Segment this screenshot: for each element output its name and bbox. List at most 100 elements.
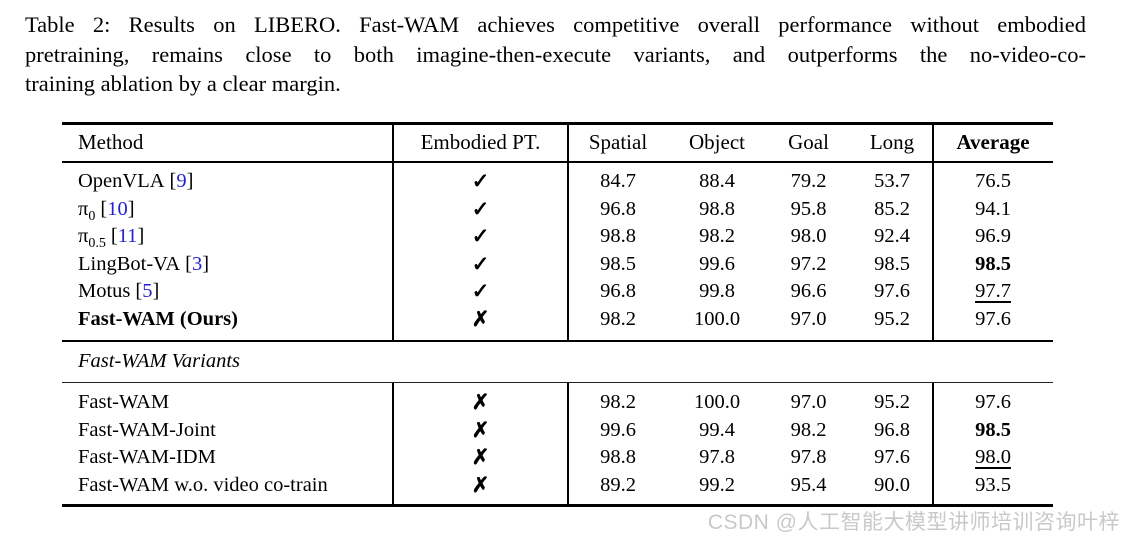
embodied-pt-cell: ✓ xyxy=(471,169,490,194)
goal-cell: 95.4 xyxy=(790,473,827,496)
citation[interactable]: [9] xyxy=(170,170,194,192)
goal-cell: 79.2 xyxy=(790,170,827,193)
object-cell: 97.8 xyxy=(699,446,735,469)
citation[interactable]: [11] xyxy=(111,225,144,247)
spatial-cell: 84.7 xyxy=(600,170,636,193)
average-cell: 98.0 xyxy=(975,446,1011,469)
header-average: Average xyxy=(956,130,1030,154)
goal-cell: 97.2 xyxy=(790,252,827,275)
embodied-pt-cell: ✓ xyxy=(471,196,490,221)
table-row: π0 [10] ✓ 96.8 98.8 95.8 85.2 94.1 xyxy=(62,196,1053,224)
caption-line: training ablation by a clear margin. xyxy=(25,71,341,96)
object-cell: 99.6 xyxy=(699,252,735,275)
spatial-cell: 98.2 xyxy=(600,307,636,330)
citation-bracket: [ xyxy=(110,225,118,248)
method-cell: LingBot-VA [3] xyxy=(62,253,393,276)
object-cell: 100.0 xyxy=(693,307,741,330)
header-object: Object xyxy=(689,130,745,154)
citation-number: 11 xyxy=(117,225,138,248)
average-cell: 97.7 xyxy=(975,280,1011,303)
table-row: LingBot-VA [3] ✓ 98.5 99.6 97.2 98.5 98.5 xyxy=(62,251,1053,279)
header-embodied-pt: Embodied PT. xyxy=(420,130,541,154)
citation-number: 3 xyxy=(191,252,203,275)
column-rule xyxy=(567,383,569,504)
spatial-cell: 96.8 xyxy=(600,197,636,220)
column-rule xyxy=(932,124,934,340)
main-rows-group: OpenVLA [9] ✓ 84.7 88.4 79.2 53.7 76.5 π0… xyxy=(62,163,1053,340)
average-cell: 98.5 xyxy=(975,418,1011,441)
method-cell: Fast-WAM w.o. video co-train xyxy=(78,473,328,496)
header-long: Long xyxy=(869,130,915,154)
column-rule xyxy=(932,383,934,504)
embodied-pt-cell: ✗ xyxy=(471,445,490,470)
citation[interactable]: [3] xyxy=(185,253,209,275)
long-cell: 85.2 xyxy=(874,197,910,220)
citation-bracket: ] xyxy=(202,252,210,275)
header-goal: Goal xyxy=(788,130,829,154)
average-cell: 97.6 xyxy=(975,307,1011,330)
method-cell: Fast-WAM-Joint xyxy=(78,418,216,441)
citation-bracket: [ xyxy=(100,197,108,220)
citation-bracket: ] xyxy=(152,280,160,303)
average-cell: 97.6 xyxy=(975,391,1011,414)
long-cell: 95.2 xyxy=(874,307,910,330)
embodied-pt-cell: ✗ xyxy=(471,472,490,497)
object-cell: 88.4 xyxy=(699,170,735,193)
spatial-cell: 98.8 xyxy=(600,446,636,469)
method-cell: Fast-WAM (Ours) xyxy=(62,308,393,331)
goal-cell: 97.8 xyxy=(790,446,827,469)
citation[interactable]: [10] xyxy=(100,198,134,220)
header-bottom-rule xyxy=(62,160,1053,163)
table-top-rule xyxy=(62,122,1053,125)
spatial-cell: 98.8 xyxy=(600,225,636,248)
method-cell: Fast-WAM-IDM xyxy=(78,446,216,469)
table-row: Fast-WAM (Ours) ✗ 98.2 100.0 97.0 95.2 9… xyxy=(62,306,1053,334)
long-cell: 53.7 xyxy=(874,170,910,193)
method-cell: OpenVLA [9] xyxy=(62,170,393,193)
method-name: LingBot-VA xyxy=(78,252,181,275)
citation-bracket: [ xyxy=(135,280,143,303)
long-cell: 95.2 xyxy=(874,391,910,414)
object-cell: 100.0 xyxy=(693,391,741,414)
column-rule xyxy=(392,124,394,340)
column-rule xyxy=(567,124,569,340)
spatial-cell: 99.6 xyxy=(600,418,636,441)
long-cell: 90.0 xyxy=(874,473,910,496)
goal-cell: 98.0 xyxy=(790,225,827,248)
long-cell: 97.6 xyxy=(874,446,910,469)
average-cell: 94.1 xyxy=(975,197,1011,220)
table-row: Fast-WAM-Joint ✗ 99.6 99.4 98.2 96.8 98.… xyxy=(62,417,1053,445)
table-row: π0.5 [11] ✓ 98.8 98.2 98.0 92.4 96.9 xyxy=(62,223,1053,251)
embodied-pt-cell: ✗ xyxy=(471,306,490,331)
object-cell: 98.8 xyxy=(699,197,735,220)
results-table: Method Embodied PT. Spatial Object Goal … xyxy=(62,122,1053,507)
object-cell: 99.2 xyxy=(699,473,735,496)
long-cell: 92.4 xyxy=(874,225,910,248)
goal-cell: 96.6 xyxy=(790,280,827,303)
spatial-cell: 98.5 xyxy=(600,252,636,275)
table-row: Motus [5] ✓ 96.8 99.8 96.6 97.6 97.7 xyxy=(62,278,1053,306)
caption-line: Table 2: Results on LIBERO. Fast-WAM ach… xyxy=(25,12,1086,37)
spatial-cell: 89.2 xyxy=(600,473,636,496)
table-bottom-rule xyxy=(62,504,1053,507)
embodied-pt-cell: ✗ xyxy=(471,390,490,415)
embodied-pt-cell: ✓ xyxy=(471,279,490,304)
goal-cell: 97.0 xyxy=(790,391,827,414)
average-cell: 93.5 xyxy=(975,473,1011,496)
long-cell: 97.6 xyxy=(874,280,910,303)
table-header-row: Method Embodied PT. Spatial Object Goal … xyxy=(62,125,1053,161)
long-cell: 96.8 xyxy=(874,418,910,441)
method-cell: π0.5 [11] xyxy=(62,225,393,251)
embodied-pt-cell: ✓ xyxy=(471,251,490,276)
citation-bracket: [ xyxy=(169,170,177,193)
spatial-cell: 98.2 xyxy=(600,391,636,414)
method-name: Motus xyxy=(78,280,131,303)
table-row: Fast-WAM ✗ 98.2 100.0 97.0 95.2 97.6 xyxy=(62,389,1053,417)
section-label: Fast-WAM Variants xyxy=(78,350,240,373)
citation-bracket: ] xyxy=(137,225,145,248)
header-spatial: Spatial xyxy=(588,130,648,154)
citation[interactable]: [5] xyxy=(135,280,159,302)
method-name: OpenVLA xyxy=(78,170,165,193)
method-name: π xyxy=(78,225,89,248)
